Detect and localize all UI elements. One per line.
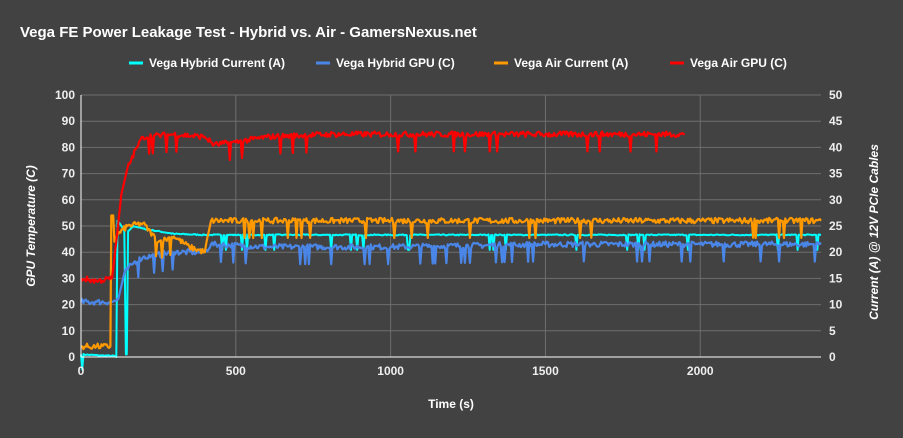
y-tick-label: 30 — [62, 271, 76, 285]
y2-tick-label: 35 — [829, 167, 843, 181]
x-tick-label: 500 — [226, 364, 246, 378]
y2-tick-label: 0 — [829, 350, 836, 364]
y2-tick-label: 40 — [829, 140, 843, 154]
y2-tick-label: 50 — [829, 88, 843, 102]
series-line-0 — [80, 219, 822, 371]
y2-tick-label: 25 — [829, 219, 843, 233]
legend-label: Vega Hybrid GPU (C) — [336, 56, 455, 70]
legend-label: Vega Air GPU (C) — [690, 56, 787, 70]
y-tick-label: 90 — [62, 114, 76, 128]
legend-item[interactable]: Vega Air GPU (C) — [670, 56, 787, 70]
y2-axis-label: Current (A) @ 12V PCIe Cables — [867, 144, 881, 320]
x-tick-label: 0 — [78, 364, 85, 378]
x-tick-label: 1000 — [377, 364, 404, 378]
y2-tick-label: 10 — [829, 298, 843, 312]
x-tick-label: 2000 — [687, 364, 714, 378]
y2-tick-label: 20 — [829, 245, 843, 259]
series-line-3 — [80, 130, 685, 284]
y-tick-label: 100 — [55, 88, 75, 102]
y-tick-label: 70 — [62, 167, 76, 181]
y2-tick-label: 15 — [829, 271, 843, 285]
x-tick-label: 1500 — [532, 364, 559, 378]
legend: Vega Hybrid Current (A) Vega Hybrid GPU (… — [129, 56, 787, 70]
y-tick-label: 60 — [62, 193, 76, 207]
y-tick-label: 10 — [62, 324, 76, 338]
legend-item[interactable]: Vega Hybrid Current (A) — [129, 56, 285, 70]
y2-tick-label: 5 — [829, 324, 836, 338]
series-line-1 — [79, 240, 822, 306]
legend-item[interactable]: Vega Hybrid GPU (C) — [316, 56, 455, 70]
chart-title: Vega FE Power Leakage Test - Hybrid vs. … — [20, 24, 477, 41]
x-axis-label: Time (s) — [428, 397, 474, 411]
y-tick-label: 50 — [62, 219, 76, 233]
grid — [81, 94, 821, 357]
legend-label: Vega Air Current (A) — [514, 56, 628, 70]
y-tick-label: 20 — [62, 298, 76, 312]
y-axis-label: GPU Temperature (C) — [24, 165, 38, 287]
series-lines — [79, 130, 822, 371]
legend-item[interactable]: Vega Air Current (A) — [494, 56, 628, 70]
y2-tick-label: 30 — [829, 193, 843, 207]
y-tick-label: 40 — [62, 245, 76, 259]
y2-tick-label: 45 — [829, 114, 843, 128]
y-tick-label: 80 — [62, 140, 76, 154]
legend-label: Vega Hybrid Current (A) — [149, 56, 285, 70]
series-line-2 — [81, 214, 822, 351]
y-tick-label: 0 — [68, 350, 75, 364]
